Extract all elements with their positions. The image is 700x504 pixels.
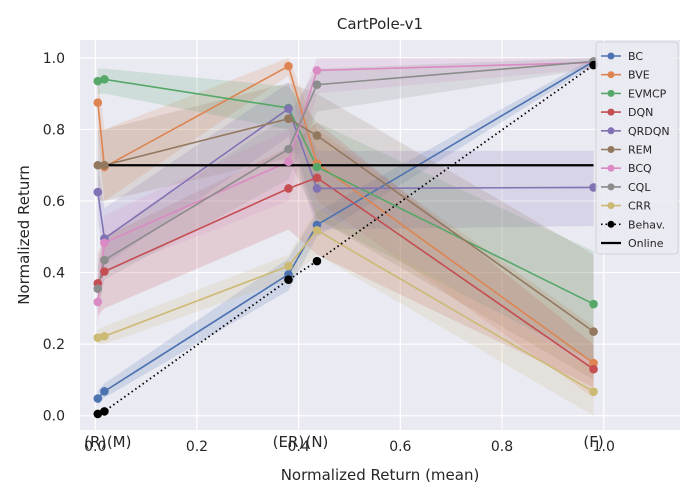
x-tick-label: 0.0	[84, 439, 106, 455]
annotation-label: (N)	[305, 433, 328, 451]
data-point-evmcp	[93, 76, 103, 86]
data-point-bc	[100, 387, 109, 396]
data-point-bcq	[93, 297, 103, 307]
data-point-rem	[589, 327, 598, 336]
x-tick-label: 1.0	[593, 439, 615, 455]
band-bcq	[97, 57, 594, 327]
legend-marker-dqn	[607, 108, 615, 116]
data-point-bc	[93, 394, 103, 403]
data-point-crr	[100, 331, 109, 341]
y-tick-label: 1.0	[43, 51, 65, 67]
legend-marker-behav	[607, 220, 615, 228]
data-point-crr	[284, 261, 293, 271]
data-point-crr	[93, 333, 103, 342]
x-axis-title: Normalized Return (mean)	[281, 466, 480, 484]
data-point-bcq	[312, 66, 322, 75]
y-tick-label: 0.2	[43, 337, 65, 353]
data-point-dqn	[589, 364, 598, 374]
data-point-qrdqn	[312, 184, 322, 193]
legend-items: BC BVE EVMCP DQN QRDQN REM BCQ CQL CRR Behav. Onli…	[601, 50, 670, 250]
legend-label-bc: BC	[628, 50, 643, 63]
data-point-bve	[589, 358, 598, 368]
data-point-cql	[312, 80, 322, 90]
legend: BC BVE EVMCP DQN QRDQN REM BCQ CQL CRR Behav. Onli…	[595, 41, 679, 255]
annotation-label: (F)	[583, 433, 603, 451]
data-point-behav	[312, 256, 322, 266]
band-cql	[97, 57, 594, 309]
data-point-evmcp	[100, 75, 109, 84]
data-point-crr	[589, 387, 598, 397]
legend-marker-crr	[607, 202, 615, 210]
data-point-rem	[284, 114, 293, 124]
data-point-behav	[284, 275, 293, 285]
annotation-label: (M)	[107, 433, 132, 451]
y-tick-label: 0.0	[43, 409, 65, 425]
y-tick-label: 0.8	[43, 122, 65, 138]
band-bc	[97, 57, 594, 405]
legend-marker-cql	[607, 183, 615, 191]
data-point-evmcp	[589, 299, 598, 309]
data-point-behav	[100, 407, 109, 416]
data-point-crr	[312, 226, 322, 235]
band-qrdqn	[97, 82, 594, 266]
annotation-label: (R)	[84, 433, 106, 451]
legend-label-rem: REM	[628, 144, 652, 157]
legend-marker-bve	[607, 71, 615, 79]
x-tick-label: 0.2	[186, 439, 208, 455]
plot-area	[80, 40, 680, 430]
data-point-rem	[100, 160, 109, 170]
annotation-label: (ER)	[273, 433, 305, 451]
legend-label-qrdqn: QRDQN	[628, 125, 670, 138]
data-point-dqn	[284, 184, 293, 193]
data-point-rem	[312, 131, 322, 140]
data-point-dqn	[100, 267, 109, 276]
data-point-bve	[93, 98, 103, 107]
legend-box	[595, 41, 679, 255]
data-point-behav	[93, 409, 103, 419]
legend-label-cql: CQL	[628, 181, 651, 194]
data-point-qrdqn	[284, 104, 293, 113]
data-point-evmcp	[312, 162, 322, 172]
band-crr	[97, 208, 594, 416]
data-point-cql	[284, 144, 293, 154]
band-rem	[97, 82, 594, 380]
annotations: (R) (M) (ER) (N) (F)	[84, 433, 604, 451]
legend-marker-bc	[607, 52, 615, 60]
legend-label-dqn: DQN	[628, 106, 653, 119]
legend-label-crr: CRR	[628, 200, 651, 213]
legend-label-bcq: BCQ	[628, 162, 652, 175]
band-evmcp	[97, 68, 594, 363]
data-point-qrdqn	[93, 187, 103, 197]
data-point-rem	[93, 160, 103, 170]
y-axis-title: Normalized Return	[15, 165, 33, 305]
data-point-dqn	[312, 173, 322, 183]
data-point-cql	[93, 284, 103, 293]
chart-title: CartPole-v1	[337, 15, 423, 33]
x-tick-label: 0.6	[389, 439, 411, 455]
legend-label-behav: Behav.	[628, 218, 665, 231]
y-tick-label: 0.6	[43, 194, 65, 210]
data-point-cql	[100, 255, 109, 265]
data-point-bve	[284, 61, 293, 71]
legend-label-online: Online	[628, 237, 664, 250]
legend-marker-evmcp	[607, 89, 615, 97]
x-tick-label: 0.4	[288, 439, 310, 455]
legend-marker-rem	[607, 146, 615, 153]
legend-marker-bcq	[607, 164, 615, 172]
legend-marker-qrdqn	[607, 127, 615, 135]
x-tick-label: 0.8	[491, 439, 513, 455]
tick-labels: 0.0 0.2 0.4 0.6 0.8 1.0 0.0 0.2 0.4 0.6 0.8 1.0	[43, 51, 615, 455]
y-tick-label: 0.4	[43, 266, 65, 282]
legend-label-evmcp: EVMCP	[628, 87, 667, 100]
data-point-bcq	[284, 157, 293, 166]
data-point-bcq	[100, 238, 109, 248]
legend-label-bve: BVE	[628, 69, 650, 82]
